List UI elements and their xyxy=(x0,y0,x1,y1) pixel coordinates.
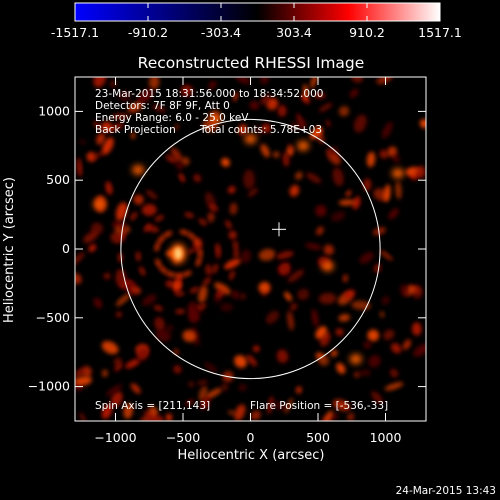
x-tick-label: −500 xyxy=(166,430,200,445)
solar-limb-circle xyxy=(120,118,381,380)
y-tick-label: 0 xyxy=(62,241,70,256)
axis-ticks: −1000 −500 0 500 1000 −1000 −500 0 500 1000 xyxy=(28,77,426,445)
y-tick-label: −1000 xyxy=(28,379,70,394)
colorbar xyxy=(74,2,441,22)
x-tick-label: 500 xyxy=(306,430,330,445)
y-tick-label: 1000 xyxy=(38,103,70,118)
footer-timestamp: 24-Mar-2015 13:43 xyxy=(396,485,496,497)
time-range-label: 23-Mar-2015 18:31:56.000 to 18:34:52.000 xyxy=(95,88,323,100)
flare-position-label: Flare Position = [-536,-33] xyxy=(250,400,388,412)
image-emission xyxy=(75,77,426,421)
colorbar-tick-label: 303.4 xyxy=(276,25,312,40)
colorbar-tick-label: -1517.1 xyxy=(51,25,99,40)
colorbar-tick-label: 1517.1 xyxy=(418,25,462,40)
colorbar-tick-label: -303.4 xyxy=(201,25,241,40)
x-tick-label: 0 xyxy=(247,430,255,445)
x-tick-label: −1000 xyxy=(94,430,136,445)
colorbar-tick-label: 910.2 xyxy=(349,25,385,40)
total-counts-label: Total counts: 5.78E+03 xyxy=(199,124,322,136)
plot-title: Reconstructed RHESSI Image xyxy=(138,54,365,72)
y-tick-label: −500 xyxy=(36,310,70,325)
colorbar-ticks: -1517.1 -910.2 -303.4 303.4 910.2 1517.1 xyxy=(51,3,462,40)
colorbar-tick-label: -910.2 xyxy=(128,25,168,40)
spin-axis-label: Spin Axis = [211,143] xyxy=(95,400,210,412)
sun-center-cross xyxy=(271,222,286,237)
detectors-label: Detectors: 7F 8F 9F, Att 0 xyxy=(95,100,230,112)
energy-range-label: Energy Range: 6.0 - 25.0 keV xyxy=(95,112,249,124)
method-label: Back Projection xyxy=(95,124,176,136)
y-tick-label: 500 xyxy=(46,172,70,187)
y-axis-label: Heliocentric Y (arcsec) xyxy=(2,177,17,323)
x-axis-label: Heliocentric X (arcsec) xyxy=(178,448,325,463)
x-tick-label: 1000 xyxy=(370,430,402,445)
